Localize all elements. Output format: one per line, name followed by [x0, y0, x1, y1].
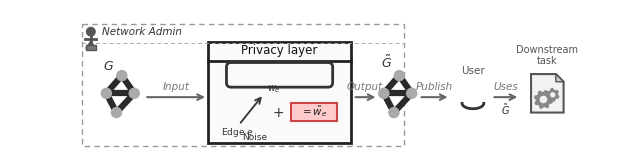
Bar — [208, 42, 351, 143]
Text: Privacy layer: Privacy layer — [241, 45, 317, 57]
Text: Uses: Uses — [493, 82, 518, 92]
Circle shape — [379, 88, 389, 98]
Text: Downstream
task: Downstream task — [516, 45, 579, 66]
Text: Publish: Publish — [415, 82, 453, 92]
Text: Network Admin: Network Admin — [102, 28, 182, 37]
FancyBboxPatch shape — [291, 102, 337, 121]
Text: $G$: $G$ — [103, 60, 115, 73]
Circle shape — [86, 28, 95, 36]
Text: Edge $e$: Edge $e$ — [221, 127, 253, 139]
Circle shape — [101, 88, 111, 98]
Text: User: User — [461, 66, 485, 76]
Polygon shape — [534, 91, 552, 108]
Text: Output: Output — [347, 82, 383, 92]
Circle shape — [117, 71, 127, 81]
Text: $\tilde{G}$: $\tilde{G}$ — [501, 102, 510, 117]
Circle shape — [129, 88, 140, 98]
Circle shape — [394, 71, 404, 81]
Text: Input: Input — [163, 82, 189, 92]
Text: $\tilde{G}$: $\tilde{G}$ — [381, 54, 392, 71]
Polygon shape — [547, 89, 559, 101]
Text: $w_e$: $w_e$ — [267, 83, 280, 95]
Polygon shape — [556, 74, 564, 82]
Circle shape — [389, 108, 399, 118]
Polygon shape — [531, 74, 564, 113]
Circle shape — [406, 88, 417, 98]
Text: $= \tilde{w}_e$: $= \tilde{w}_e$ — [300, 104, 328, 119]
Circle shape — [551, 93, 555, 97]
Text: $+$: $+$ — [271, 106, 284, 120]
Bar — [86, 45, 95, 50]
Circle shape — [111, 108, 122, 118]
FancyBboxPatch shape — [227, 62, 333, 87]
Text: Noise: Noise — [242, 133, 267, 142]
Circle shape — [540, 96, 547, 102]
